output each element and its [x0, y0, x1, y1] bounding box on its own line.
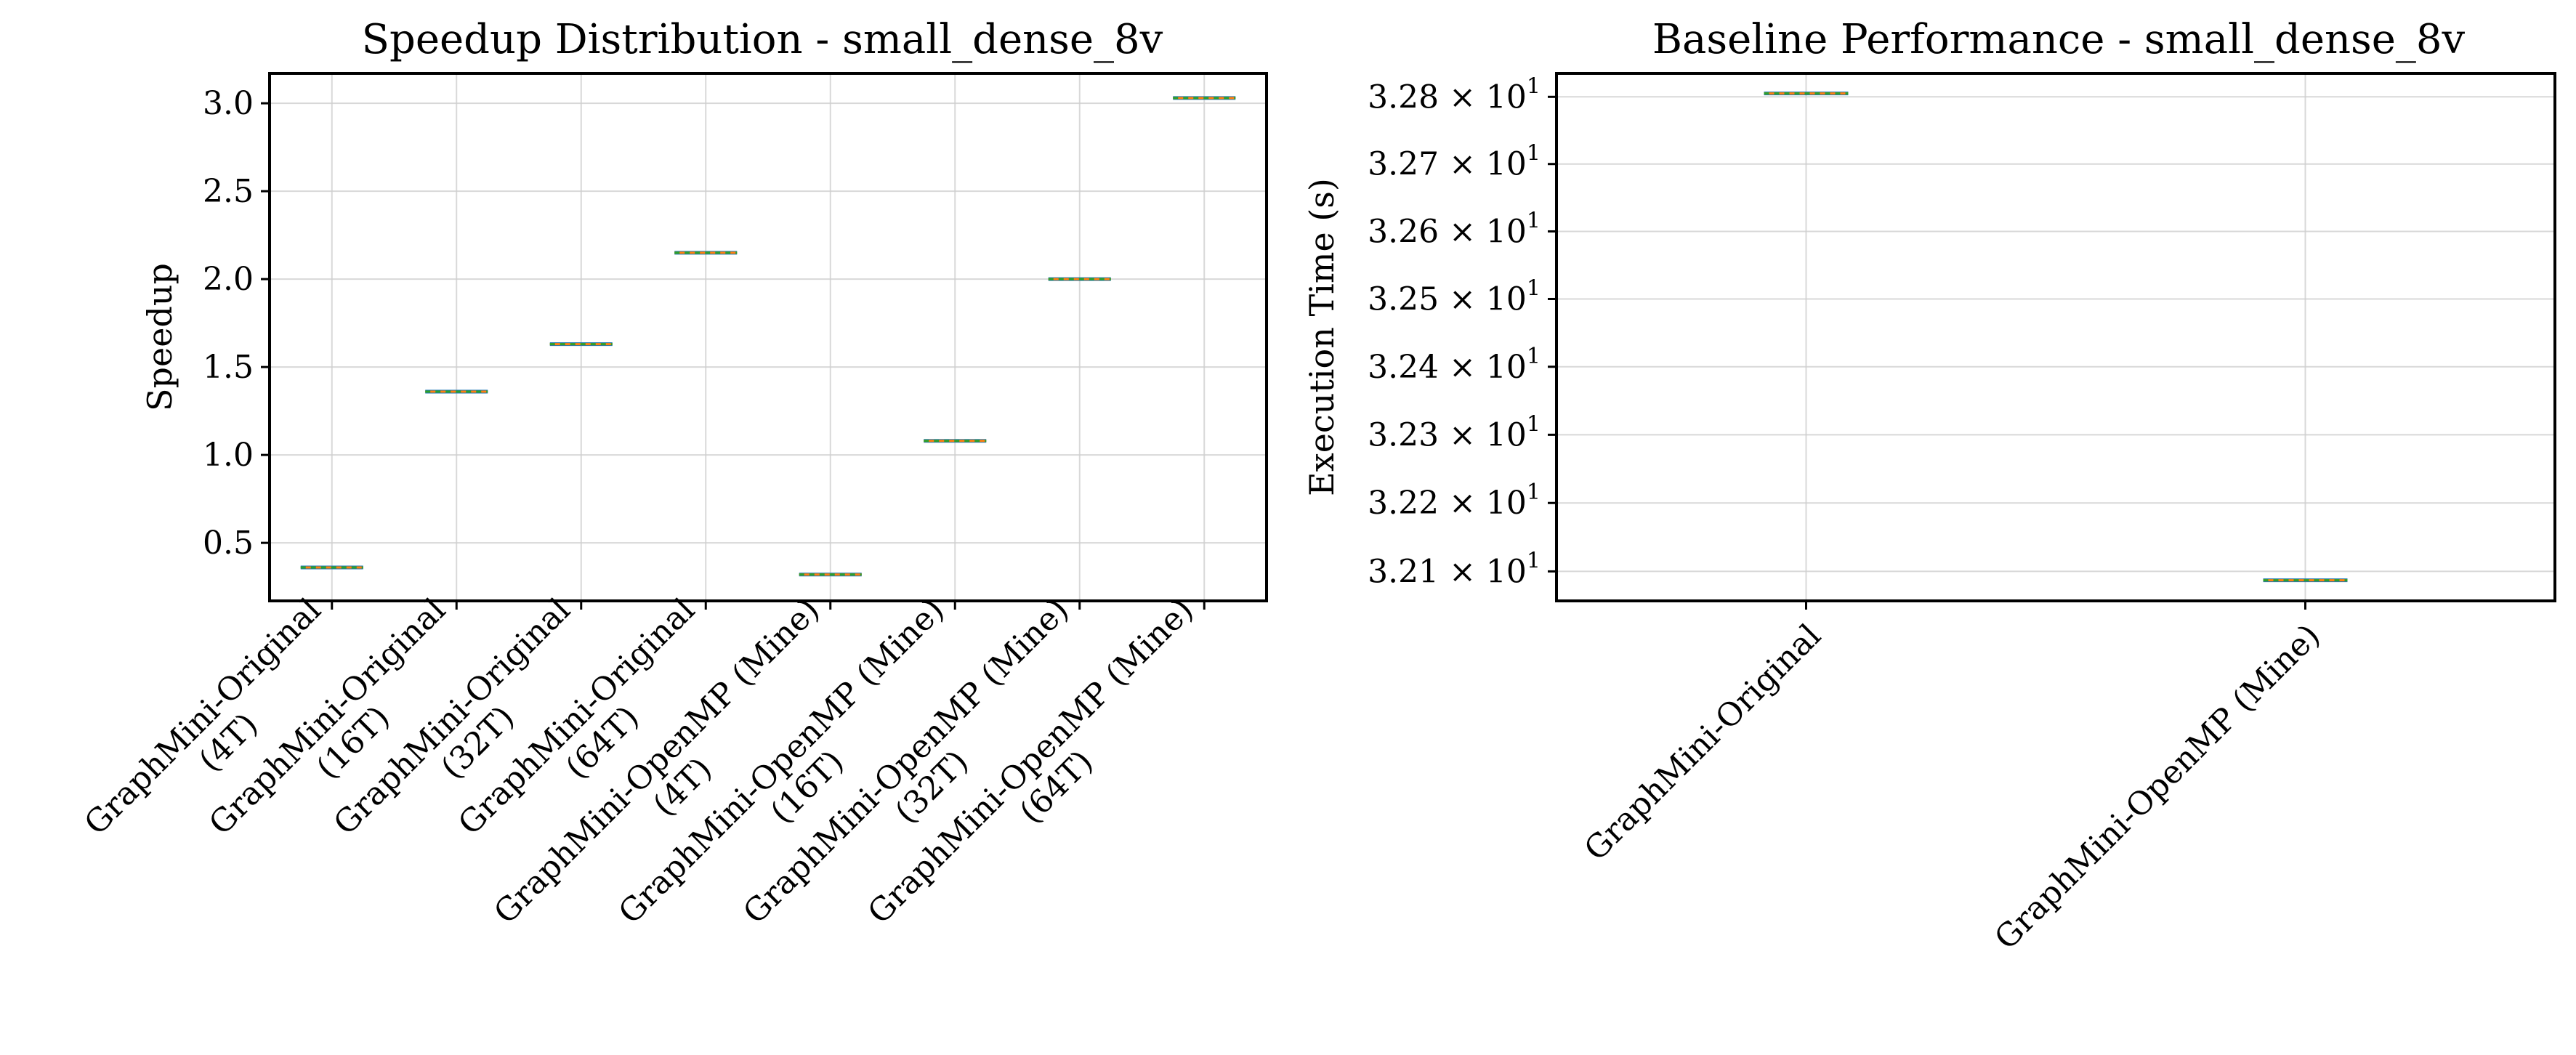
y-tick-label: 3.0	[203, 85, 254, 122]
speedup-grid	[270, 73, 1267, 601]
y-tick-label: 1.5	[203, 349, 254, 386]
speedup-y-axis-label: Speedup	[140, 263, 179, 411]
y-tick-label: 3.23 × 101	[1368, 411, 1541, 453]
speedup-y-ticks: 0.5 1.0 1.5 2.0 2.5 3.0	[203, 85, 270, 562]
y-tick-label: 3.28 × 101	[1368, 73, 1541, 116]
baseline-plot-frame	[1555, 72, 2556, 602]
baseline-grid	[1556, 73, 2555, 601]
y-tick-label: 3.22 × 101	[1368, 480, 1541, 522]
y-tick-label: 3.27 × 101	[1368, 141, 1541, 183]
baseline-y-ticks: 3.21 × 101 3.22 × 101 3.23 × 101 3.24 × 101…	[1368, 73, 1556, 590]
baseline-chart-title: Baseline Performance - small_dense_8v	[1652, 16, 2466, 63]
speedup-x-ticks: GraphMini-Original(4T)GraphMini-Original…	[77, 591, 1206, 931]
x-tick-label: GraphMini-OpenMP (Mine)	[1987, 617, 2327, 957]
y-tick-label: 1.0	[203, 437, 254, 474]
y-tick-label: 0.5	[203, 525, 254, 562]
speedup-plot-frame	[268, 72, 1268, 602]
speedup-boxes	[300, 96, 1236, 577]
y-tick-label: 3.24 × 101	[1368, 344, 1541, 386]
speedup-chart-title: Speedup Distribution - small_dense_8v	[362, 16, 1163, 63]
y-tick-label: 2.5	[203, 173, 254, 210]
y-tick-label: 3.26 × 101	[1368, 208, 1541, 250]
baseline-y-axis-label: Execution Time (s)	[1302, 178, 1341, 496]
baseline-chart: Baseline Performance - small_dense_8v 3.…	[1302, 16, 2556, 957]
speedup-chart: Speedup Distribution - small_dense_8v 0.…	[77, 16, 1268, 931]
baseline-x-ticks: GraphMini-Original GraphMini-OpenMP (Mine…	[1578, 601, 2327, 957]
y-tick-label: 3.25 × 101	[1368, 275, 1541, 318]
y-tick-label: 2.0	[203, 261, 254, 298]
baseline-boxes	[1764, 92, 2348, 583]
x-tick-label: GraphMini-Original	[1578, 617, 1828, 868]
y-tick-label: 3.21 × 101	[1368, 548, 1541, 590]
